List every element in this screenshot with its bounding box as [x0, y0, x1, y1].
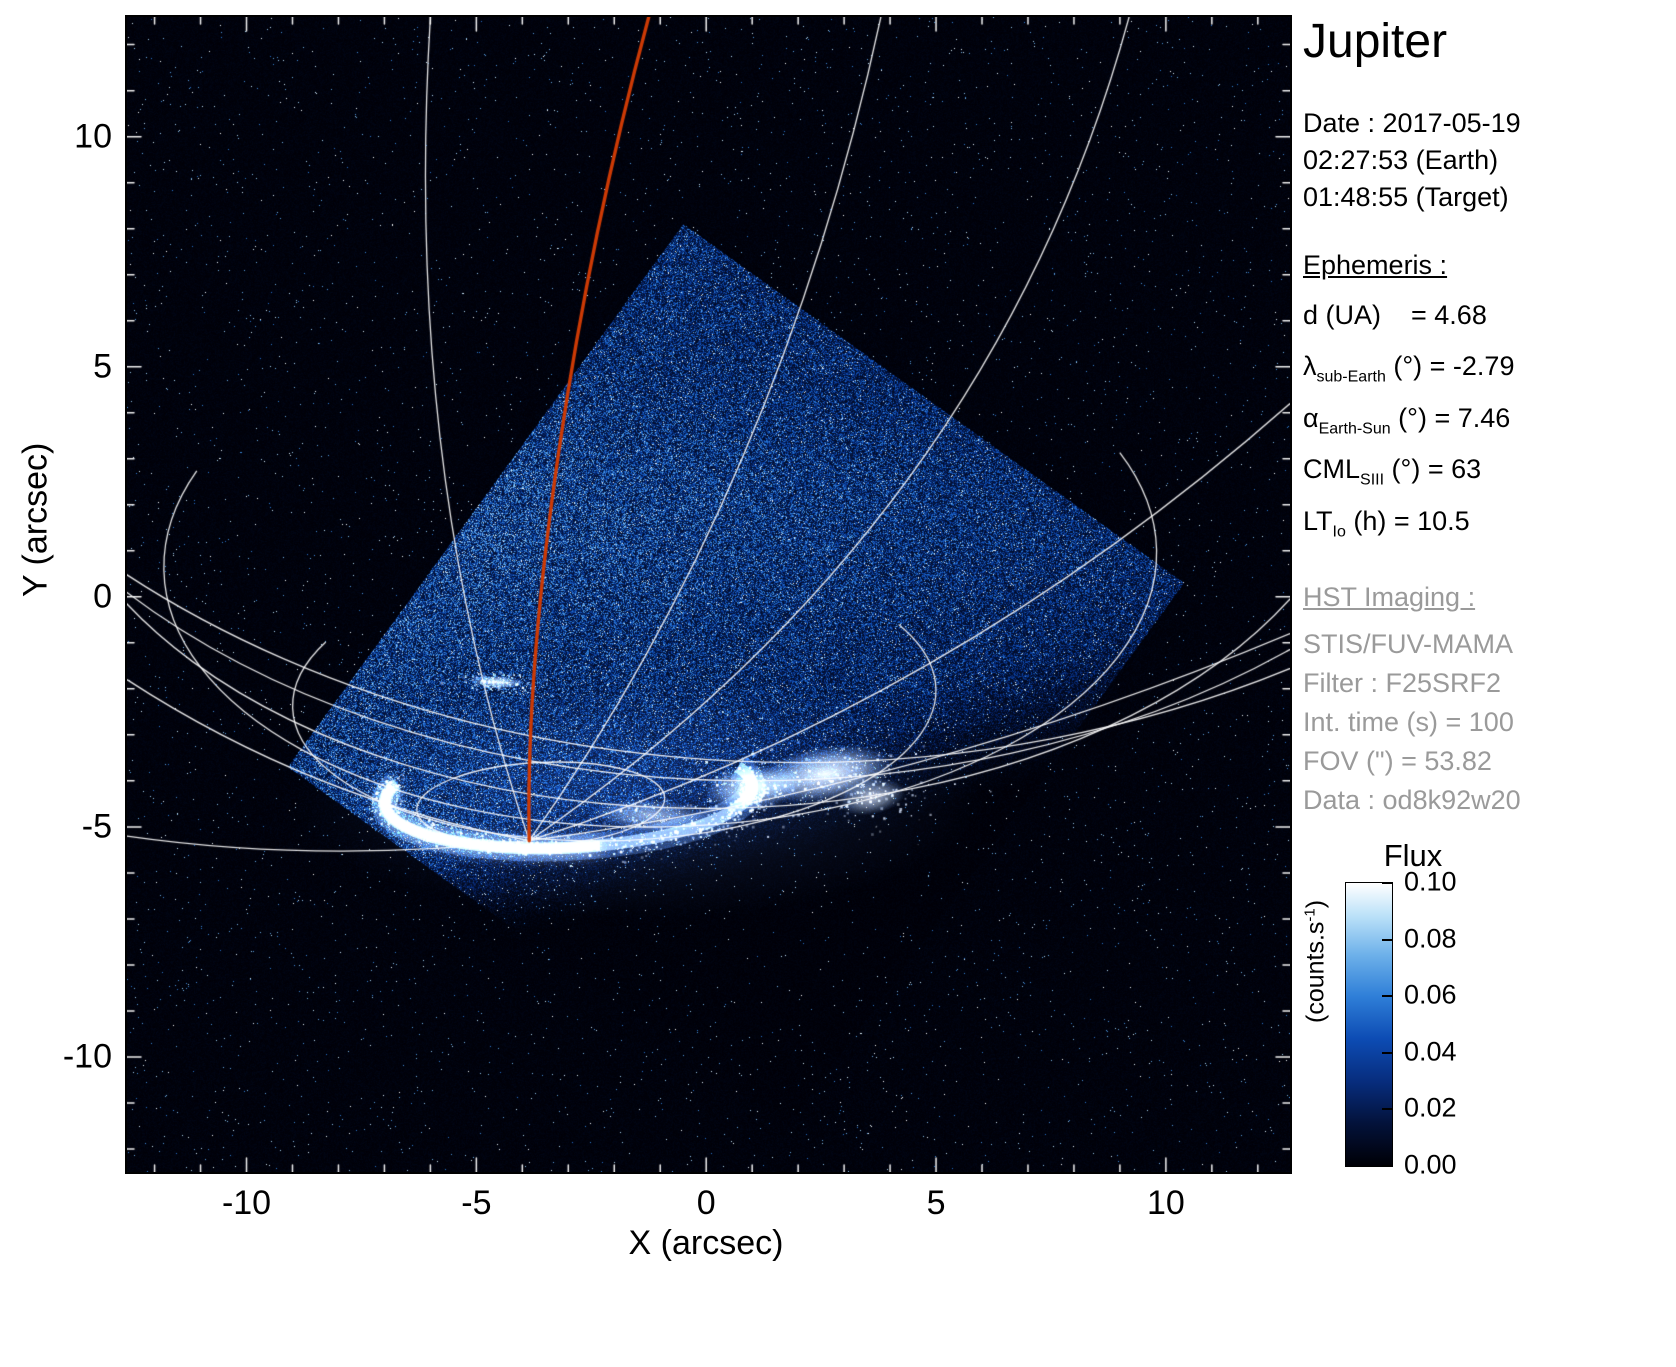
flux-colorbar: [1345, 882, 1393, 1167]
x-tick-label: 10: [1146, 1184, 1185, 1222]
hst-line-int-time: Int. time (s) = 100: [1303, 706, 1514, 737]
colorbar-tick-labels: 0.10 0.08 0.06 0.04 0.02 0.00: [1404, 867, 1504, 1180]
ephemeris-symbol: α: [1303, 402, 1319, 433]
ephemeris-heading: Ephemeris :: [1303, 250, 1448, 280]
colorbar-tick-mark: [1382, 882, 1392, 884]
ephemeris-subscript: Io: [1332, 522, 1346, 540]
ephemeris-value: (°) = 7.46: [1390, 402, 1511, 433]
y-tick-label: -10: [62, 1037, 112, 1076]
colorbar-unit-suffix: ): [1301, 899, 1330, 909]
colorbar-tick-mark: [1382, 1051, 1392, 1054]
colorbar-tick-label: 0.00: [1404, 1149, 1457, 1180]
hst-line-fov: FOV (") = 53.82: [1303, 745, 1492, 776]
ephemeris-line-distance: d (UA) = 4.68: [1303, 295, 1675, 346]
x-axis-label: X (arcsec): [628, 1224, 784, 1262]
colorbar-tick-mark: [1382, 995, 1392, 998]
time-target-line: 01:48:55 (Target): [1303, 182, 1509, 212]
ephemeris-line-lt-io: LTIo (h) = 10.5: [1303, 501, 1675, 552]
ephemeris-value: (h) = 10.5: [1345, 505, 1470, 536]
colorbar-tick-label: 0.08: [1404, 923, 1457, 954]
hst-imaging-heading: HST Imaging :: [1303, 581, 1476, 612]
ephemeris-subscript: SIII: [1360, 471, 1385, 489]
x-tick-label: 5: [926, 1184, 946, 1222]
plot-frame: [125, 15, 1292, 1174]
y-tick-label: 0: [93, 577, 112, 616]
x-tick-label: 0: [696, 1184, 716, 1222]
colorbar-tick-mark: [1382, 1108, 1392, 1111]
ephemeris-subscript: sub-Earth: [1316, 368, 1386, 386]
colorbar-title: Flux: [1383, 838, 1443, 873]
date-block: Date : 2017-05-19 02:27:53 (Earth) 01:48…: [1303, 105, 1675, 216]
page-title: Jupiter: [1303, 15, 1448, 68]
hst-line-filter: Filter : F25SRF2: [1303, 667, 1502, 698]
colorbar-tick-label: 0.04: [1404, 1036, 1457, 1067]
colorbar-tick-mark: [1382, 1165, 1392, 1167]
y-tick-label: 10: [74, 117, 112, 156]
date-line: Date : 2017-05-19: [1303, 108, 1521, 138]
ephemeris-symbol: d (UA): [1303, 300, 1382, 330]
y-tick-label: -5: [81, 807, 112, 846]
x-tick-label: -5: [461, 1184, 492, 1222]
colorbar-unit-exponent: -1: [1301, 908, 1319, 922]
hst-line-instrument: STIS/FUV-MAMA: [1303, 628, 1514, 659]
ephemeris-value: (°) = -2.79: [1385, 351, 1515, 382]
ephemeris-symbol: CML: [1303, 454, 1361, 485]
sky-image-canvas: [127, 17, 1290, 1172]
y-tick-label: 5: [93, 347, 112, 386]
ephemeris-line-lambda: λsub-Earth (°) = -2.79: [1303, 346, 1675, 397]
ephemeris-line-alpha: αEarth-Sun (°) = 7.46: [1303, 398, 1675, 449]
colorbar-unit-prefix: (counts.s: [1301, 921, 1330, 1023]
colorbar-tick-label: 0.10: [1404, 866, 1457, 897]
ephemeris-line-cml: CMLSIII (°) = 63: [1303, 449, 1675, 500]
hst-line-data-id: Data : od8k92w20: [1303, 784, 1521, 815]
ephemeris-value: = 4.68: [1381, 300, 1487, 330]
time-earth-line: 02:27:53 (Earth): [1303, 145, 1499, 175]
colorbar-tick-label: 0.06: [1404, 979, 1457, 1010]
x-tick-label: -10: [221, 1184, 272, 1222]
ephemeris-symbol: LT: [1303, 505, 1333, 536]
ephemeris-symbol: λ: [1303, 351, 1317, 382]
info-panel: Jupiter Date : 2017-05-19 02:27:53 (Eart…: [1303, 14, 1675, 820]
colorbar-tick-label: 0.02: [1404, 1092, 1457, 1123]
ephemeris-subscript: Earth-Sun: [1318, 420, 1391, 438]
ephemeris-value: (°) = 63: [1384, 454, 1482, 485]
colorbar-tick-mark: [1382, 938, 1392, 941]
